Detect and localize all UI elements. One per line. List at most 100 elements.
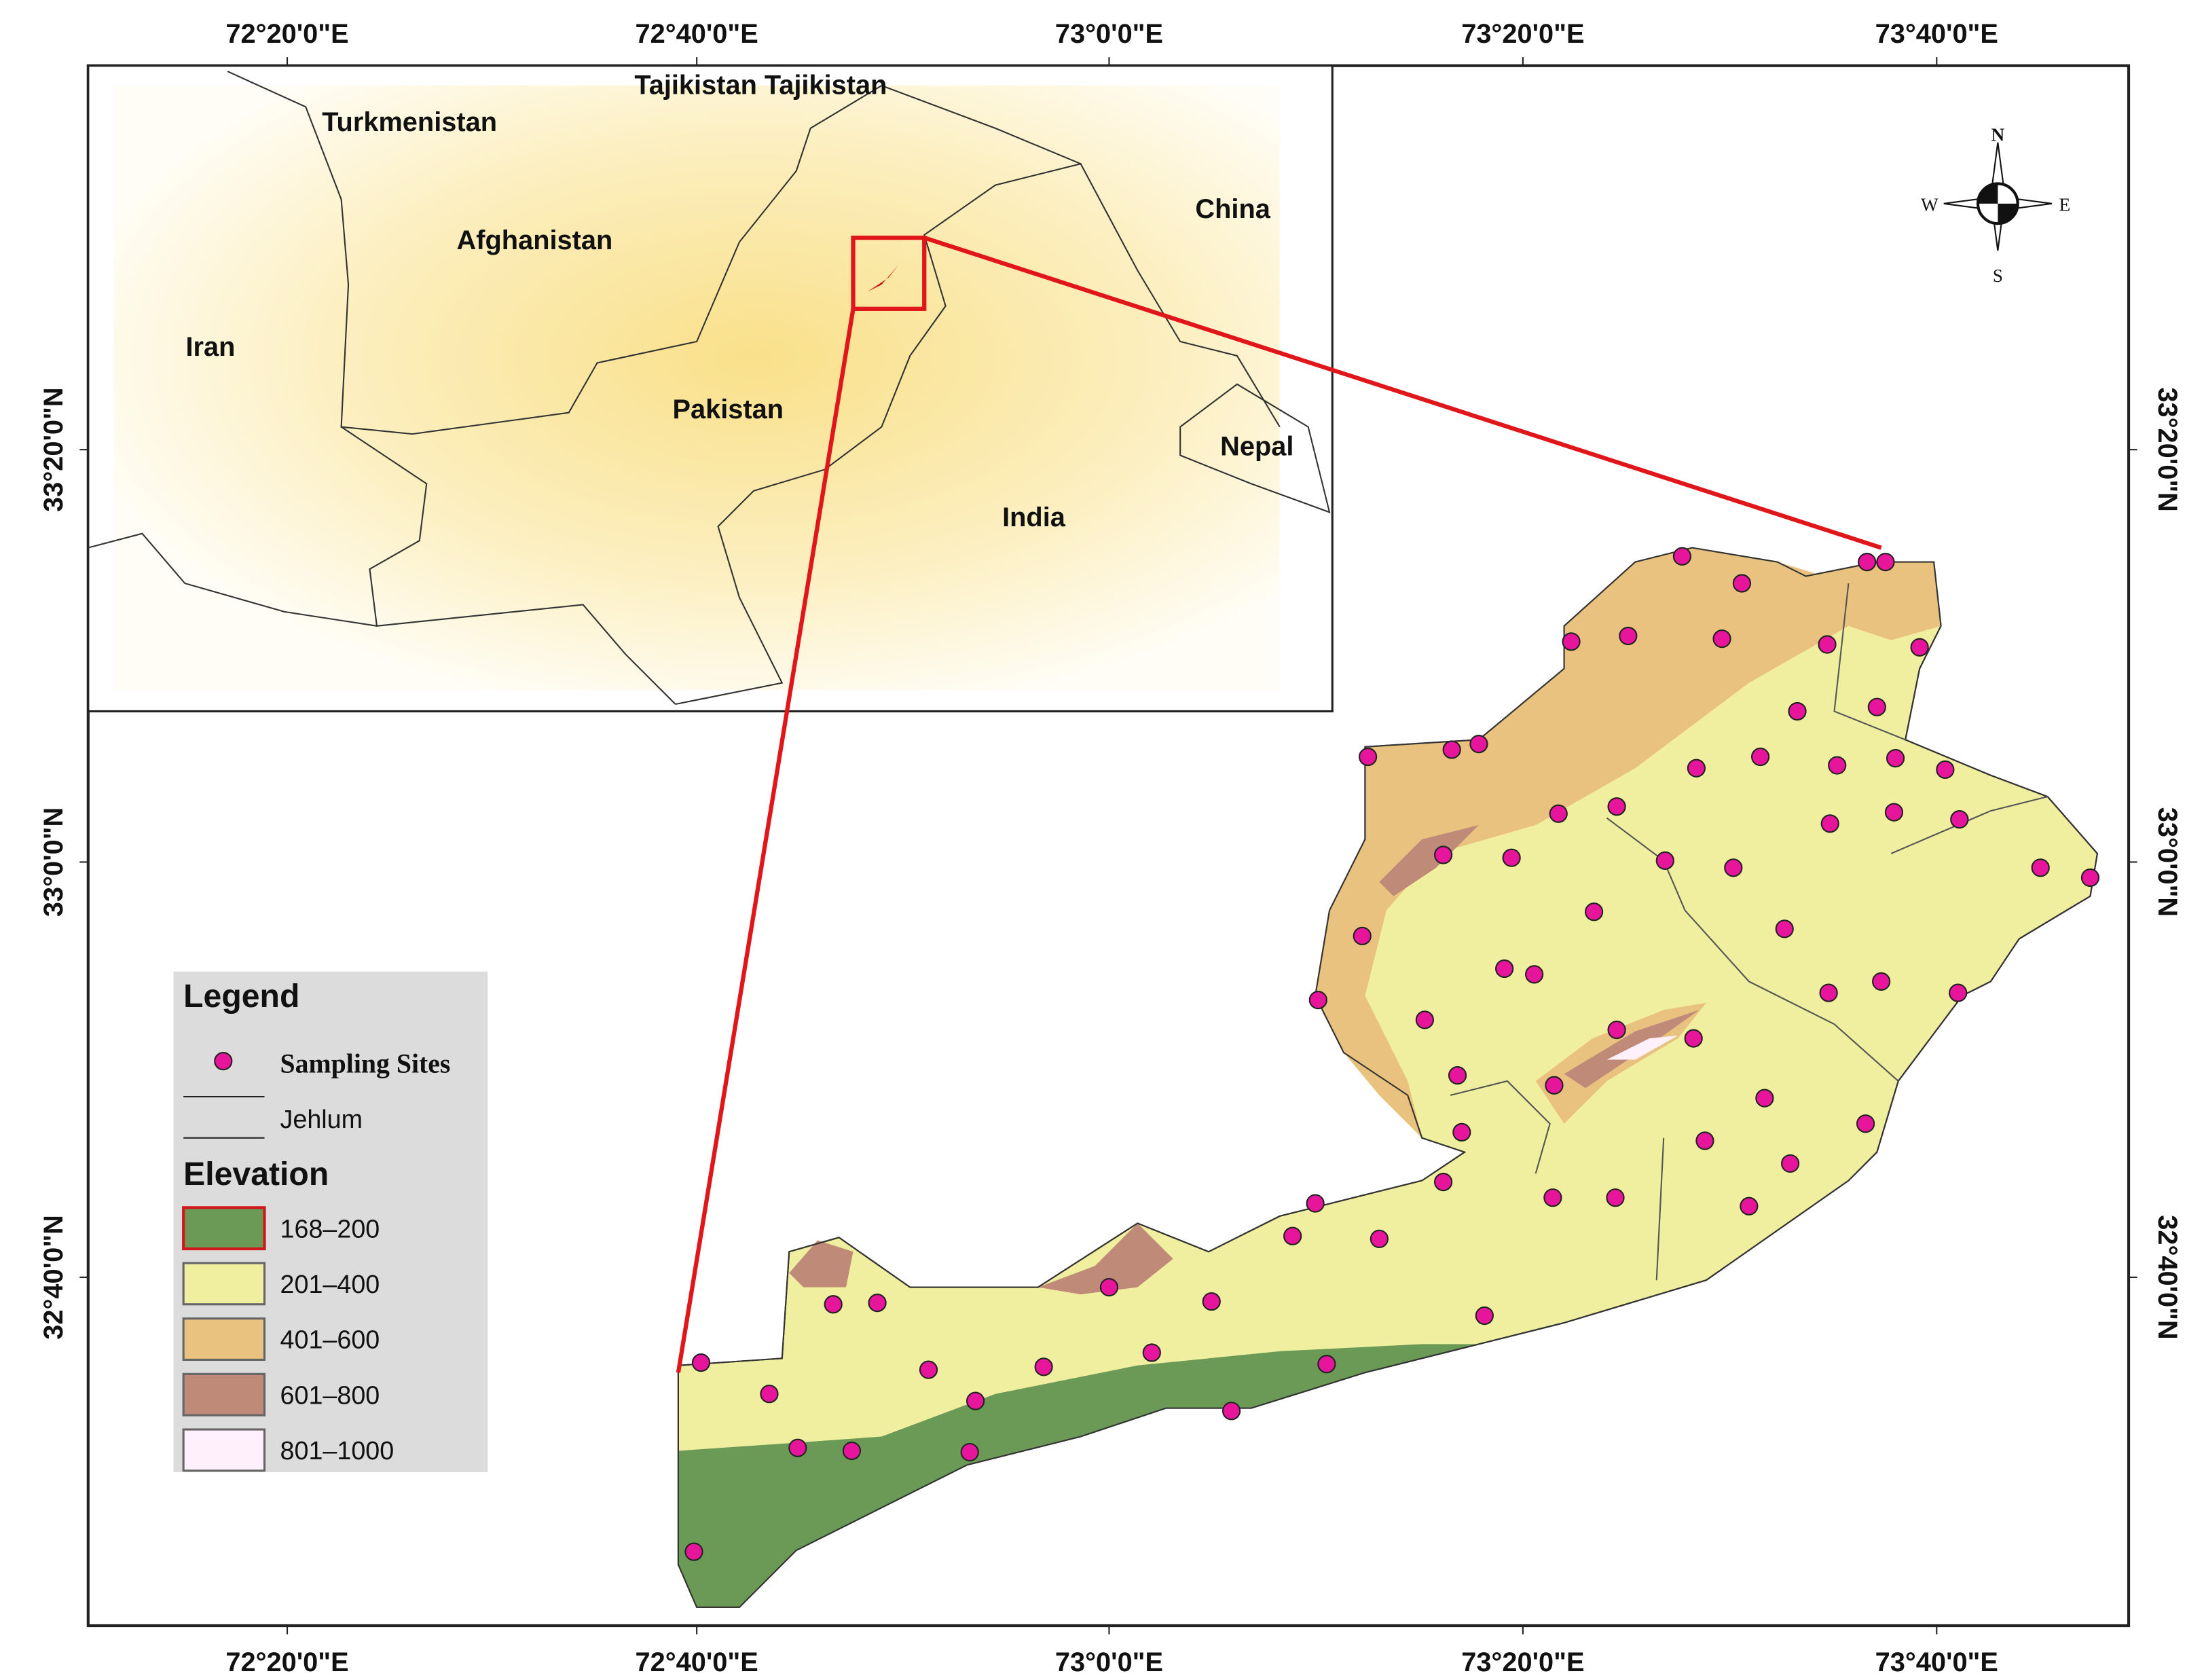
country-label: Tajikistan Tajikistan — [634, 71, 887, 101]
sampling-site — [1607, 1020, 1626, 1040]
legend-swatch — [182, 1262, 266, 1306]
legend-label: Jehlum — [280, 1105, 363, 1133]
sampling-site — [1495, 959, 1514, 979]
sampling-site — [919, 1360, 938, 1379]
sampling-site — [1433, 1173, 1453, 1192]
sampling-site — [1910, 638, 1929, 657]
sampling-site — [1950, 810, 1969, 829]
elevation-601-800 — [789, 1240, 853, 1288]
lat-label: 33°20'0"N — [2152, 387, 2182, 512]
sampling-site — [1819, 983, 1838, 1002]
lon-label: 72°40'0"E — [635, 1647, 758, 1677]
sampling-site — [1142, 1343, 1161, 1362]
north-arrow: N E S W — [1921, 125, 2070, 286]
lat-label: 32°40'0"N — [39, 1215, 69, 1340]
compass-label: E — [2059, 194, 2070, 215]
legend-site-symbol — [214, 1052, 233, 1071]
lon-label: 73°0'0"E — [1055, 1647, 1163, 1677]
lat-label: 33°20'0"N — [39, 387, 69, 512]
country-label: Afghanistan — [457, 225, 613, 255]
study-area — [677, 547, 2099, 1608]
sampling-site — [1724, 858, 1743, 877]
legend-swatch — [182, 1372, 266, 1417]
sampling-site — [1712, 629, 1731, 649]
country-label: China — [1195, 194, 1270, 224]
country-label: Turkmenistan — [322, 107, 497, 137]
sampling-site — [1655, 851, 1674, 870]
sampling-site — [1867, 697, 1886, 716]
inset-extent-box — [851, 235, 927, 311]
sampling-site — [1828, 756, 1847, 775]
elevation-801-1000 — [1606, 1035, 1678, 1060]
sampling-site — [1562, 632, 1581, 651]
sampling-site — [1099, 1278, 1119, 1297]
zoom-line — [923, 236, 1882, 550]
lat-label: 32°40'0"N — [2152, 1215, 2182, 1340]
sampling-site — [1433, 845, 1453, 864]
sampling-site — [1353, 926, 1372, 945]
sampling-site — [1695, 1131, 1714, 1150]
sampling-site — [1732, 574, 1751, 593]
sampling-site — [1684, 1029, 1703, 1048]
elevation-168-200 — [678, 1344, 1479, 1607]
lat-label: 33°0'0"N — [2152, 807, 2182, 917]
sampling-site — [1202, 1292, 1221, 1311]
sampling-site — [1415, 1010, 1434, 1029]
sampling-site — [2031, 858, 2050, 877]
legend-swatch — [182, 1428, 266, 1472]
sampling-site — [684, 1542, 703, 1561]
sampling-site — [1740, 1197, 1759, 1216]
sampling-site — [960, 1442, 979, 1462]
elevation-401-600 — [1315, 547, 1849, 1138]
axis-labels: 72°20'0"E 72°20'0"E 72°40'0"E 72°40'0"E 73°0… — [39, 19, 2182, 1677]
sampling-site — [1788, 701, 1807, 721]
sampling-site — [842, 1441, 862, 1461]
legend-swatch — [182, 1317, 266, 1361]
sampling-site — [1475, 1306, 1494, 1326]
sampling-site — [1452, 1122, 1471, 1142]
sampling-site — [1317, 1355, 1336, 1374]
inset-background — [113, 86, 1280, 691]
lon-label: 73°0'0"E — [1055, 19, 1163, 49]
sampling-site — [788, 1438, 807, 1457]
sampling-site — [868, 1294, 887, 1313]
sampling-site — [1308, 990, 1327, 1010]
sampling-site — [760, 1385, 779, 1404]
legend-label: 201–400 — [280, 1270, 380, 1298]
sampling-site — [824, 1295, 843, 1314]
sampling-site — [1543, 1188, 1562, 1207]
lon-label: 72°40'0"E — [635, 19, 758, 49]
legend-swatch — [182, 1206, 266, 1251]
sampling-site — [2080, 868, 2100, 888]
lon-label: 72°20'0"E — [225, 1647, 348, 1677]
sampling-site — [1525, 965, 1544, 984]
sampling-site — [1584, 902, 1604, 921]
sampling-site — [1370, 1229, 1389, 1249]
lon-label: 72°20'0"E — [225, 19, 348, 49]
compass-label: W — [1921, 194, 1939, 215]
sampling-site — [1222, 1402, 1241, 1421]
compass-label: S — [1993, 266, 2003, 286]
inset-borders — [88, 71, 1331, 706]
lon-label: 73°40'0"E — [1875, 19, 1998, 49]
sampling-site — [1780, 1154, 1800, 1173]
legend-label: 168–200 — [280, 1214, 380, 1243]
sampling-site — [1549, 804, 1568, 823]
elevation-401-600 — [1805, 562, 1941, 640]
sampling-site — [1858, 552, 1877, 572]
sampling-site — [1606, 1188, 1625, 1207]
legend-label: Sampling Sites — [280, 1048, 451, 1078]
sampling-site — [1672, 547, 1692, 566]
country-label: Nepal — [1220, 432, 1293, 462]
sampling-site — [1607, 797, 1626, 816]
lon-label: 73°40'0"E — [1875, 1647, 1998, 1677]
sampling-site — [1442, 740, 1461, 759]
compass-label: N — [1991, 125, 2005, 145]
sampling-site — [966, 1391, 985, 1410]
lon-label: 73°20'0"E — [1461, 1647, 1584, 1677]
sampling-sites — [684, 547, 2100, 1561]
legend-subtitle: Elevation — [183, 1156, 329, 1192]
sampling-site — [1545, 1076, 1564, 1095]
sampling-site — [1755, 1089, 1774, 1108]
